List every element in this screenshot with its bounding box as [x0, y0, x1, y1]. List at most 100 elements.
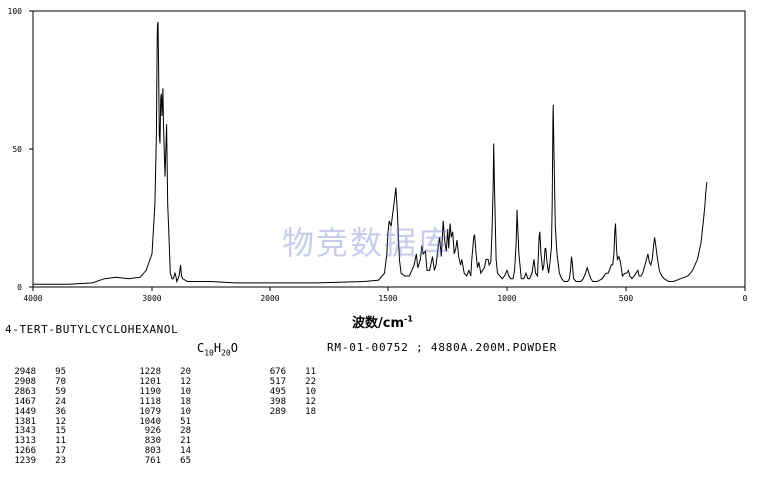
peak-intensity: 12 [55, 416, 66, 427]
peak-row: 289 18 [250, 406, 316, 418]
peak-row: 803 14 [125, 446, 191, 457]
peak-wavenumber: 1343 [14, 426, 36, 437]
peak-intensity: 21 [180, 436, 191, 447]
x-axis: 4000 3000 2000 1500 1000 500 0 [23, 287, 748, 303]
peak-row: 1467 24 [0, 396, 66, 408]
peak-intensity: 10 [180, 406, 191, 417]
peak-row: 830 21 [125, 436, 191, 447]
peak-intensity: 23 [55, 456, 66, 467]
peak-wavenumber: 1079 [139, 406, 161, 417]
x-tick-label: 1000 [497, 294, 516, 303]
y-axis: 0 50 100 [8, 7, 33, 292]
peak-wavenumber: 1201 [139, 376, 161, 387]
peak-row: 495 10 [250, 386, 316, 398]
peak-intensity: 15 [55, 426, 66, 437]
peak-wavenumber: 1266 [14, 446, 36, 457]
peak-row: 2948 95 [0, 367, 66, 378]
peak-row: 1239 23 [0, 456, 66, 467]
peak-wavenumber: 1313 [14, 436, 36, 447]
peak-row: 1040 51 [125, 416, 191, 428]
formula-o: O [230, 341, 238, 355]
peak-intensity: 59 [55, 386, 66, 397]
peak-row: 1381 12 [0, 416, 66, 428]
x-tick-label: 2000 [260, 294, 279, 303]
peak-row: 2863 59 [0, 386, 66, 398]
peak-intensity: 17 [55, 446, 66, 457]
peak-table-column-3: 676 11 517 22 495 10 398 12 289 18 [250, 367, 316, 418]
peak-row: 1079 10 [125, 406, 191, 418]
peak-intensity: 36 [55, 406, 66, 417]
peak-intensity: 28 [180, 426, 191, 437]
peak-wavenumber: 1228 [139, 367, 161, 377]
peak-wavenumber: 1381 [14, 416, 36, 427]
peak-row: 1449 36 [0, 406, 66, 418]
peak-row: 676 11 [250, 367, 316, 378]
peak-intensity: 14 [180, 446, 191, 457]
peak-row: 1266 17 [0, 446, 66, 457]
peak-wavenumber: 926 [144, 426, 161, 437]
spectrum-line [33, 21, 708, 285]
x-tick-label: 1500 [378, 294, 397, 303]
x-axis-label: 波数/cm-1 [352, 312, 413, 331]
peak-intensity: 65 [180, 456, 191, 467]
ir-spectrum-chart: 0 50 100 4000 3000 2000 1500 1000 500 0 [8, 7, 748, 303]
peak-row: 1190 10 [125, 386, 191, 398]
peak-row: 1313 11 [0, 436, 66, 447]
peak-wavenumber: 495 [269, 386, 286, 397]
molecular-formula: C10H20O [197, 341, 238, 357]
peak-wavenumber: 2863 [14, 386, 36, 397]
peak-intensity: 22 [305, 376, 316, 387]
x-tick-label: 4000 [23, 294, 42, 303]
formula-c: C [197, 341, 205, 355]
peak-wavenumber: 2908 [14, 376, 36, 387]
peak-wavenumber: 761 [144, 456, 161, 467]
x-tick-label: 0 [743, 294, 748, 303]
peak-intensity: 12 [180, 376, 191, 387]
peak-row: 1118 18 [125, 396, 191, 408]
peak-intensity: 70 [55, 376, 66, 387]
peak-row: 517 22 [250, 376, 316, 388]
formula-h-count: 20 [221, 348, 231, 358]
peak-wavenumber: 1118 [139, 396, 161, 407]
peak-row: 1228 20 [125, 367, 191, 378]
peak-wavenumber: 1449 [14, 406, 36, 417]
x-tick-label: 500 [619, 294, 634, 303]
peak-wavenumber: 517 [269, 376, 286, 387]
peak-row: 761 65 [125, 456, 191, 467]
peak-wavenumber: 1190 [139, 386, 161, 397]
peak-wavenumber: 676 [269, 367, 286, 377]
peak-intensity: 11 [305, 367, 316, 377]
peak-table-column-1: 2948 95 2908 70 2863 59 1467 24 1449 36 1381 12 1343… [0, 367, 66, 467]
peak-intensity: 11 [55, 436, 66, 447]
peak-intensity: 20 [180, 367, 191, 377]
peak-intensity: 18 [305, 406, 316, 417]
peak-intensity: 10 [180, 386, 191, 397]
peak-row: 2908 70 [0, 376, 66, 388]
y-tick-label: 50 [12, 145, 22, 154]
peak-wavenumber: 2948 [14, 367, 36, 377]
y-tick-label: 100 [8, 7, 23, 16]
peak-row: 398 12 [250, 396, 316, 408]
peak-wavenumber: 1467 [14, 396, 36, 407]
formula-h: H [213, 341, 222, 355]
y-tick-label: 0 [17, 283, 22, 292]
peak-row: 1343 15 [0, 427, 66, 437]
x-axis-label-exponent: -1 [404, 314, 413, 324]
sample-reference: RM-01-00752 ; 4880A.200M.POWDER [327, 341, 558, 354]
peak-wavenumber: 289 [269, 406, 286, 417]
peak-wavenumber: 1239 [14, 456, 36, 467]
compound-name: 4-TERT-BUTYLCYCLOHEXANOL [5, 323, 179, 336]
watermark-text: 物竞数据库 [282, 224, 453, 262]
peak-wavenumber: 830 [144, 436, 161, 447]
x-tick-label: 3000 [142, 294, 161, 303]
peak-intensity: 95 [55, 367, 66, 377]
peak-row: 1201 12 [125, 376, 191, 388]
peak-wavenumber: 1040 [139, 416, 161, 427]
peak-intensity: 24 [55, 396, 66, 407]
peak-wavenumber: 398 [269, 396, 286, 407]
peak-wavenumber: 803 [144, 446, 161, 457]
formula-c-count: 10 [204, 348, 214, 358]
peak-intensity: 18 [180, 396, 191, 407]
peak-table-column-2: 1228 20 1201 12 1190 10 1118 18 1079 10 1040 51 926 2… [125, 367, 191, 467]
peak-intensity: 10 [305, 386, 316, 397]
